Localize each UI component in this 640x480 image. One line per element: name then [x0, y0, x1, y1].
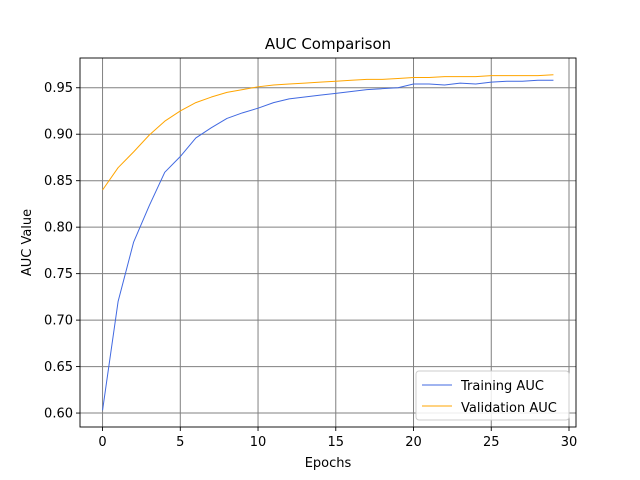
plot-frame [79, 57, 577, 428]
validation-auc-line [102, 74, 554, 191]
y-tick-label: 0.60 [44, 407, 73, 422]
y-tick-label: 0.80 [44, 221, 73, 236]
x-tick-label: 5 [176, 435, 184, 450]
x-tick-label: 20 [405, 435, 422, 450]
legend-box [415, 370, 570, 421]
y-tick-label: 0.90 [44, 128, 73, 143]
y-axis-label: AUC Value [20, 209, 35, 276]
legend-label-validation: Validation AUC [461, 401, 557, 416]
training-auc-line [102, 79, 554, 411]
x-axis-label: Epochs [305, 456, 352, 471]
y-tick-label: 0.65 [44, 360, 73, 375]
x-tick-label: 25 [483, 435, 500, 450]
y-tick-label: 0.70 [44, 314, 73, 329]
y-tick-label: 0.95 [44, 81, 73, 96]
x-tick-label: 15 [328, 435, 345, 450]
x-tick-label: 0 [98, 435, 106, 450]
plot-area [80, 58, 576, 427]
x-axis: 0 5 10 15 20 25 30 [98, 427, 577, 450]
legend: Training AUC Validation AUC [415, 370, 570, 421]
y-tick-label: 0.85 [44, 174, 73, 189]
legend-label-training: Training AUC [460, 379, 544, 394]
series-layer [102, 74, 554, 411]
x-tick-label: 10 [250, 435, 267, 450]
chart-title: AUC Comparison [265, 35, 391, 53]
y-axis: 0.60 0.65 0.70 0.75 0.80 0.85 0.90 0.95 [44, 81, 80, 422]
x-tick-label: 30 [561, 435, 578, 450]
y-tick-label: 0.75 [44, 267, 73, 282]
